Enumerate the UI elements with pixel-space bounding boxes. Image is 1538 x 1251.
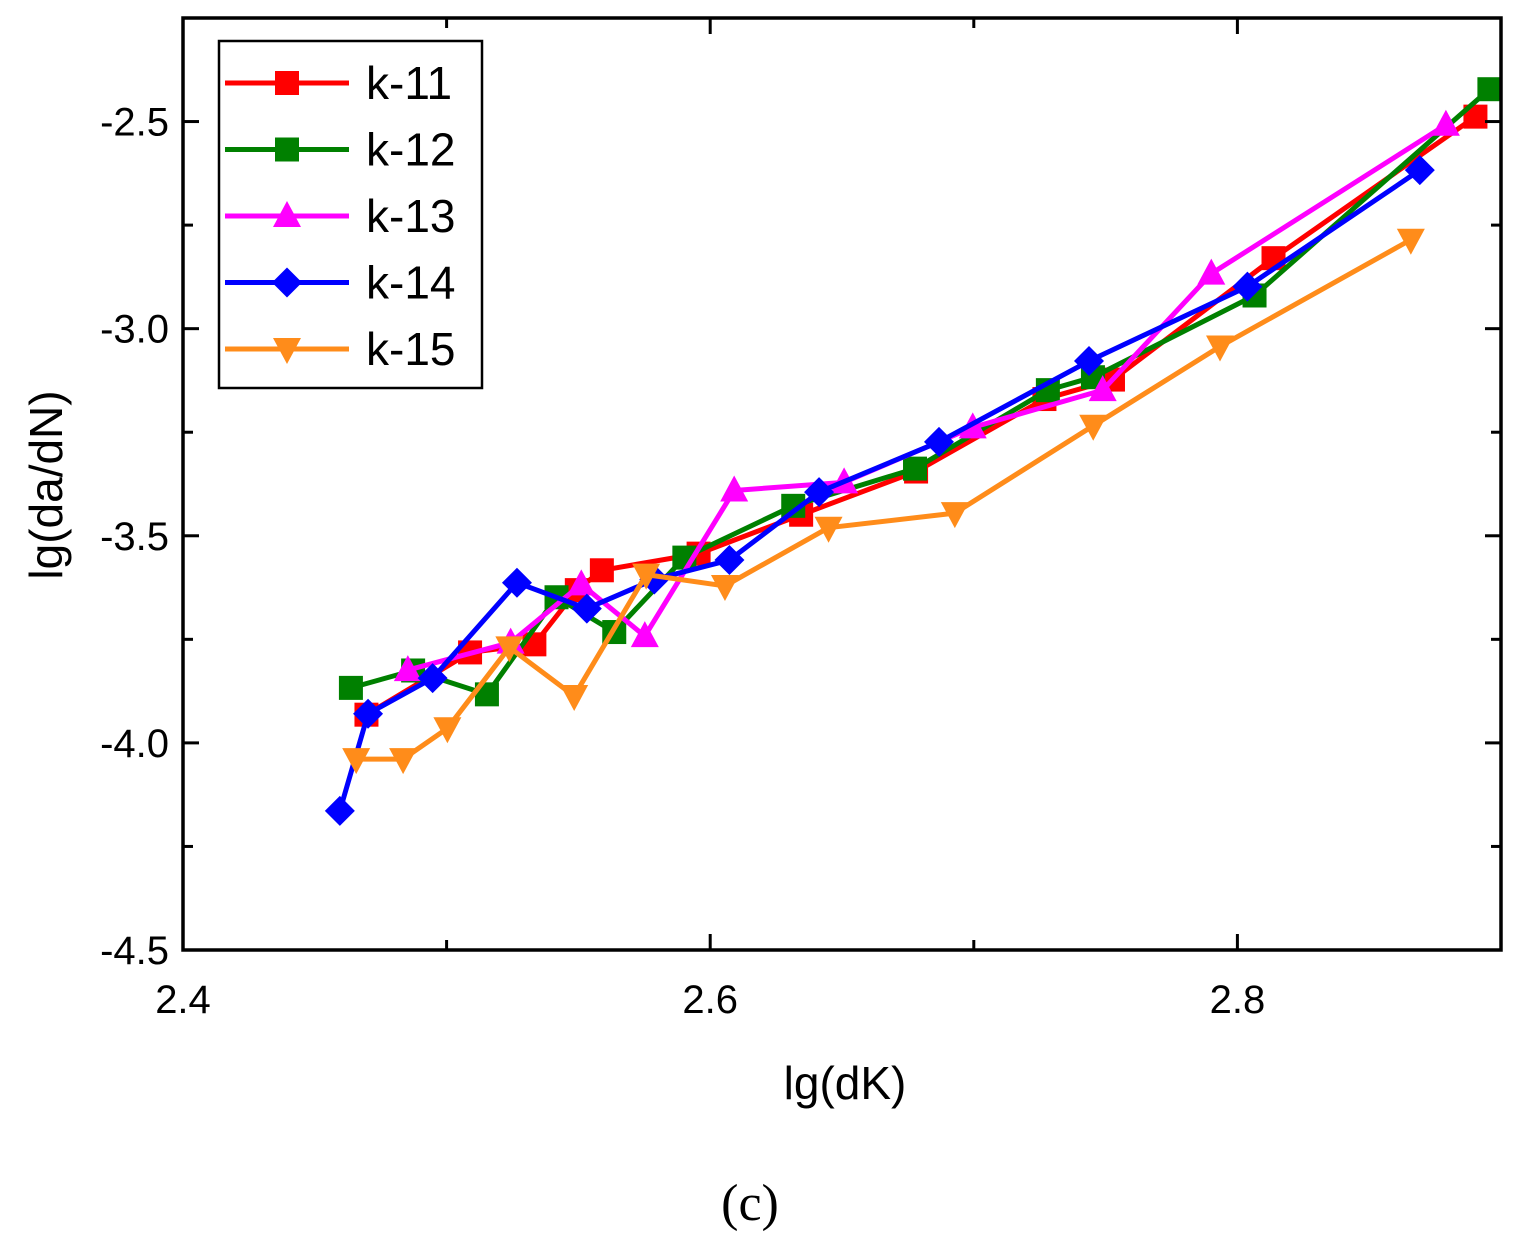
x-tick-label: 2.4 [155, 978, 211, 1022]
series-line-k-15 [356, 237, 1413, 762]
legend-marker [272, 267, 302, 298]
data-point-k-15 [940, 502, 969, 529]
data-point-k-14 [571, 593, 602, 624]
series-line-k-12 [350, 87, 1492, 697]
legend: k-11 k-12 k-13 k-14 k-15 [217, 39, 484, 390]
data-point-k-13 [567, 569, 596, 596]
data-point-k-14 [417, 663, 448, 694]
data-point-k-15 [389, 748, 418, 775]
data-point-k-15 [710, 574, 739, 601]
data-point-k-15 [560, 684, 589, 711]
y-tick-label: -3.0 [100, 308, 169, 352]
legend-label: k-13 [366, 190, 455, 242]
legend-marker [275, 71, 299, 95]
series-k-12 [338, 77, 1502, 707]
data-point-k-14 [1232, 271, 1263, 302]
data-point-k-11 [589, 558, 614, 583]
x-tick-label: 2.8 [1210, 978, 1266, 1022]
data-point-k-13 [1197, 258, 1226, 285]
data-point-k-14 [501, 567, 532, 598]
data-point-k-14 [714, 545, 745, 576]
legend-marker [275, 137, 299, 162]
data-point-k-12 [338, 675, 363, 700]
data-point-k-15 [342, 748, 371, 775]
data-point-k-14 [324, 795, 355, 826]
legend-item: k-11 [225, 57, 452, 109]
y-tick-label: -2.5 [100, 101, 169, 145]
axis-ticks: 2.4 2.6 2.8 -4.5 -4.0 -3.5 -3.0 -2.5 [100, 16, 1503, 1022]
data-point-k-12 [903, 456, 928, 481]
legend-label: k-15 [366, 323, 455, 375]
data-point-k-14 [1073, 346, 1104, 377]
legend-item: k-13 [225, 190, 455, 242]
data-point-k-12 [1477, 77, 1502, 102]
data-point-k-15 [632, 563, 661, 590]
data-point-k-15 [1206, 335, 1235, 362]
x-tick-label: 2.6 [682, 978, 738, 1022]
series-layer [324, 77, 1502, 826]
legend-item: k-14 [225, 257, 455, 309]
data-point-k-15 [814, 516, 843, 543]
data-point-k-13 [1088, 375, 1117, 402]
legend-label: k-11 [366, 57, 452, 109]
legend-item: k-12 [225, 124, 455, 176]
data-point-k-13 [393, 655, 422, 682]
y-tick-label: -4.0 [100, 722, 169, 766]
legend-marker [273, 338, 301, 364]
data-point-k-13 [1431, 109, 1460, 136]
series-k-15 [342, 228, 1425, 775]
data-point-k-15 [495, 636, 524, 663]
data-point-k-13 [720, 475, 749, 502]
y-tick-label: -3.5 [100, 515, 169, 559]
data-point-k-12 [781, 493, 806, 518]
data-point-k-14 [924, 426, 955, 457]
data-point-k-15 [433, 717, 462, 744]
data-point-k-14 [1404, 155, 1435, 186]
legend-marker [273, 201, 301, 227]
y-axis-title: lg(da/dN) [20, 390, 72, 579]
legend-item: k-15 [225, 323, 455, 375]
legend-label: k-12 [366, 124, 455, 176]
data-point-k-15 [1079, 414, 1108, 441]
y-tick-label: -4.5 [100, 929, 169, 973]
data-point-k-13 [630, 621, 659, 648]
x-axis-title: lg(dK) [784, 1057, 907, 1109]
data-point-k-14 [804, 477, 835, 508]
plot-area-frame [181, 16, 1503, 952]
data-point-k-14 [353, 698, 384, 729]
series-line-k-14 [337, 168, 1422, 812]
legend-label: k-14 [366, 257, 455, 309]
figure-caption: (c) [721, 1175, 779, 1232]
series-line-k-13 [407, 122, 1448, 673]
data-point-k-15 [1396, 228, 1425, 255]
